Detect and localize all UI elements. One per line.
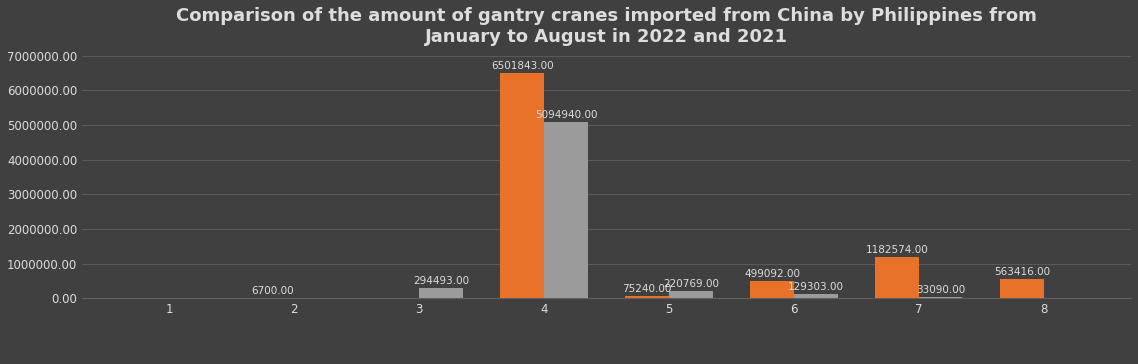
Text: 33090.00: 33090.00 (916, 285, 965, 295)
Text: 5094940.00: 5094940.00 (535, 110, 597, 120)
Text: 294493.00: 294493.00 (413, 276, 469, 286)
Text: 6501843.00: 6501843.00 (490, 61, 553, 71)
Bar (625, 296, 669, 298)
Title: Comparison of the amount of gantry cranes imported from China by Philippines fro: Comparison of the amount of gantry crane… (176, 7, 1037, 46)
Bar (750, 281, 794, 298)
Text: 499092.00: 499092.00 (744, 269, 800, 279)
Bar (501, 73, 544, 298)
Bar (1000, 279, 1044, 298)
Bar (875, 257, 918, 298)
Text: 563416.00: 563416.00 (993, 267, 1050, 277)
Text: 75240.00: 75240.00 (622, 284, 671, 294)
Text: 6700.00: 6700.00 (251, 286, 294, 296)
Bar (419, 288, 463, 298)
Bar (669, 291, 712, 298)
Legend: 2021年, 2022年: 2021年, 2022年 (539, 363, 674, 364)
Text: 220769.00: 220769.00 (662, 279, 719, 289)
Text: 129303.00: 129303.00 (787, 282, 843, 292)
Text: 1182574.00: 1182574.00 (866, 245, 929, 256)
Bar (544, 122, 588, 298)
Bar (794, 294, 838, 298)
Bar (918, 297, 963, 298)
